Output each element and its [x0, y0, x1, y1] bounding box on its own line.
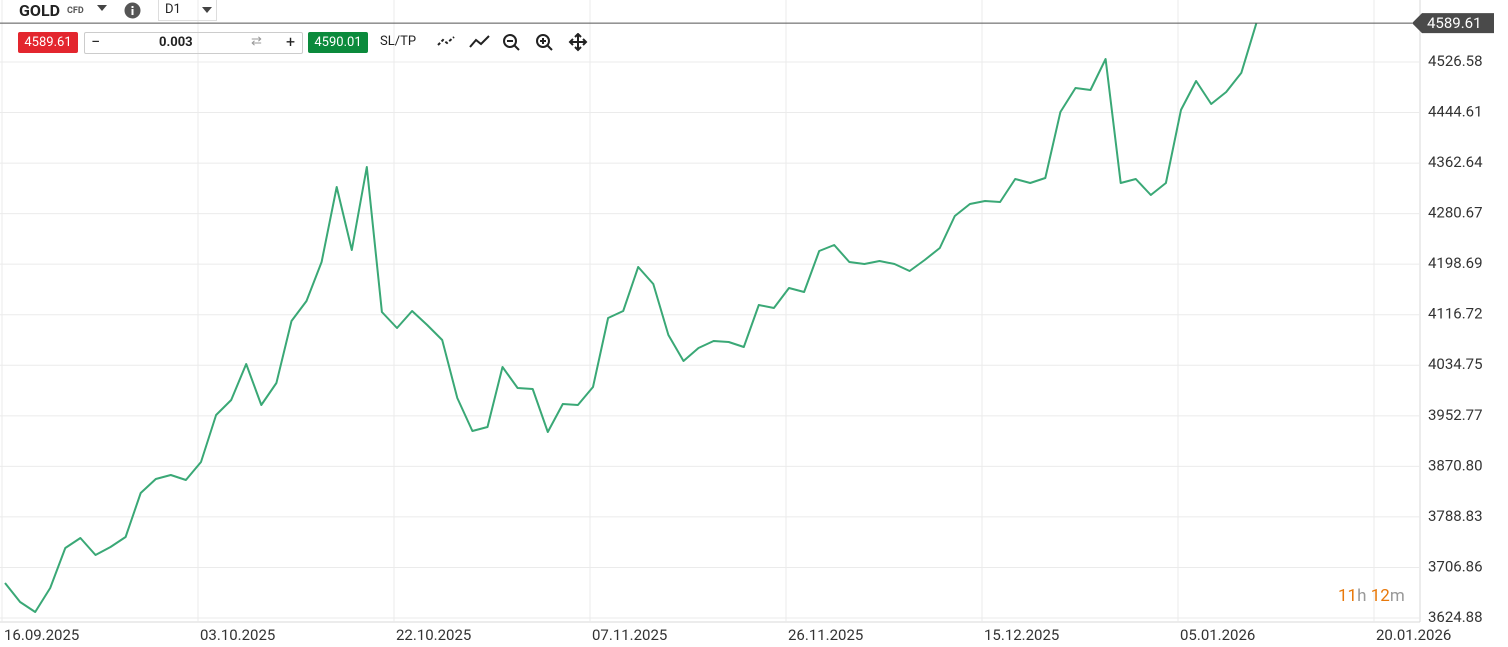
countdown-minutes: 12 — [1370, 586, 1390, 606]
y-tick-label: 4362.64 — [1428, 153, 1483, 171]
increase-button[interactable]: + — [286, 32, 296, 51]
volume: 0.003 — [159, 35, 193, 50]
buy-button[interactable]: 4590.01 — [308, 32, 368, 53]
y-tick-label: 3952.77 — [1428, 406, 1483, 424]
timeframe-dropdown — [202, 7, 212, 13]
x-tick-label: 05.01.2026 — [1180, 626, 1255, 644]
y-tick-label: 4280.67 — [1428, 204, 1483, 222]
x-tick-label: 03.10.2025 — [200, 626, 275, 644]
x-tick-label: 20.01.2026 — [1376, 626, 1451, 644]
countdown-hours: 11 — [1338, 586, 1358, 606]
y-tick-label: 3706.86 — [1428, 557, 1483, 575]
zoom-out[interactable] — [503, 34, 517, 48]
timeframe: D1 — [165, 2, 181, 17]
y-tick-label: 4444.61 — [1428, 102, 1483, 120]
x-tick-label: 07.11.2025 — [592, 626, 667, 644]
info-icon[interactable] — [124, 2, 141, 19]
sell-button[interactable]: 4589.61 — [18, 32, 78, 53]
symbol[interactable]: GOLD — [19, 1, 60, 20]
y-tick-label: 4116.72 — [1428, 305, 1483, 323]
y-tick-label: 4526.58 — [1428, 52, 1483, 70]
swap-icon[interactable]: ⇄ — [251, 34, 262, 49]
x-tick-label: 16.09.2025 — [4, 626, 79, 644]
last-price-label: 4589.61 — [1427, 14, 1482, 32]
price-line — [4, 22, 1258, 613]
y-tick-label: 3870.80 — [1428, 456, 1483, 474]
y-tick-label: 4034.75 — [1428, 355, 1483, 373]
timeframe-select[interactable]: D1 — [158, 0, 217, 21]
symbol-type: CFD — [67, 6, 84, 16]
countdown-minutes-unit: m — [1389, 586, 1405, 606]
chart-type-tool[interactable] — [469, 35, 490, 48]
x-tick-label: 22.10.2025 — [396, 626, 471, 644]
last-price-tag — [1412, 13, 1494, 34]
pan-tool[interactable] — [568, 33, 588, 52]
symbol-dropdown[interactable] — [97, 5, 107, 11]
y-tick-label: 4198.69 — [1428, 254, 1483, 272]
countdown-hours-unit: h — [1357, 586, 1367, 606]
zoom-in[interactable] — [536, 34, 550, 48]
decrease-button[interactable]: − — [91, 32, 101, 51]
chart-tools — [437, 33, 588, 52]
line-tool[interactable] — [437, 36, 455, 46]
countdown: 11h 12m — [1338, 586, 1405, 606]
grid — [0, 0, 1420, 622]
y-tick-label: 3788.83 — [1428, 507, 1483, 525]
x-tick-label: 26.11.2025 — [788, 626, 863, 644]
sltp-button[interactable]: SL/TP — [380, 34, 417, 49]
y-tick-label: 3624.88 — [1428, 608, 1483, 626]
x-tick-label: 15.12.2025 — [984, 626, 1059, 644]
volume-input[interactable]: − 0.003 ⇄ + — [84, 32, 303, 54]
